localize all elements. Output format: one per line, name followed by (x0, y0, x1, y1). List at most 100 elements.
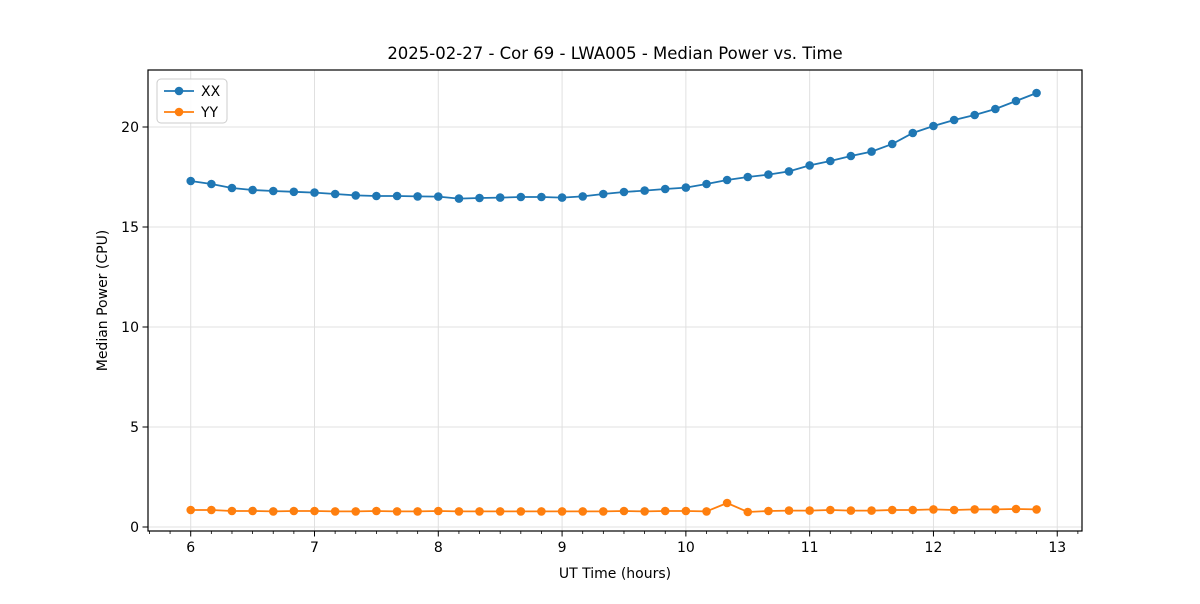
data-point-xx (784, 167, 794, 176)
series-line-xx (190, 92, 1037, 200)
data-point-yy (289, 506, 299, 516)
data-point-xx (248, 185, 257, 195)
data-point-xx (991, 104, 1000, 114)
data-point-yy (268, 507, 278, 516)
x-tick-label: 6 (186, 540, 195, 556)
y-tick-label: 15 (121, 220, 139, 236)
data-point-yy (970, 505, 979, 514)
legend-label: XX (201, 84, 221, 100)
data-point-yy (578, 507, 588, 516)
grid-lines (148, 70, 1082, 531)
data-point-yy (722, 498, 732, 508)
x-tick-label: 11 (801, 540, 819, 556)
data-point-yy (557, 507, 567, 516)
data-point-xx (702, 179, 711, 189)
data-point-yy (702, 507, 711, 516)
data-point-yy (681, 506, 691, 516)
data-point-xx (207, 179, 216, 189)
y-tick-label: 10 (121, 320, 139, 336)
legend-label: YY (200, 105, 219, 121)
plot-area: 6 7 8 9 10 11 12 13 0 5 10 15 20 XX YY (121, 69, 1083, 556)
data-point-yy (784, 506, 794, 515)
data-point-yy (743, 507, 753, 517)
y-tick-label: 0 (130, 520, 139, 536)
data-point-yy (908, 505, 918, 515)
legend-marker (174, 86, 184, 96)
legend: XX YY (156, 78, 228, 124)
data-point-xx (537, 192, 546, 202)
data-point-xx (330, 189, 340, 199)
data-point-xx (660, 184, 670, 194)
data-point-yy (351, 507, 361, 516)
series-xx (186, 88, 1041, 203)
data-point-xx (805, 161, 814, 170)
data-point-yy (619, 506, 629, 516)
axis-ticks: 6 7 8 9 10 11 12 13 0 5 10 15 20 (121, 120, 1079, 556)
data-point-yy (372, 506, 381, 516)
series-yy (186, 498, 1041, 517)
data-point-yy (475, 507, 484, 516)
data-point-yy (248, 506, 257, 516)
data-point-yy (516, 507, 526, 516)
data-point-xx (908, 128, 918, 138)
data-point-yy (186, 505, 196, 515)
y-tick-label: 5 (130, 420, 139, 436)
chart-title: 2025-02-27 - Cor 69 - LWA005 - Median Po… (387, 44, 842, 63)
data-point-xx (949, 115, 959, 125)
data-point-yy (413, 507, 422, 516)
data-point-yy (433, 506, 443, 516)
data-point-yy (392, 507, 402, 516)
data-point-xx (764, 170, 773, 179)
data-point-yy (764, 506, 773, 516)
data-point-xx (619, 187, 629, 197)
data-point-yy (330, 507, 340, 516)
data-point-xx (351, 191, 361, 200)
data-point-xx (516, 192, 526, 202)
data-point-yy (826, 505, 835, 515)
data-point-xx (413, 192, 422, 201)
data-point-yy (495, 507, 505, 516)
data-point-xx (846, 151, 856, 161)
data-point-yy (846, 506, 856, 515)
data-point-xx (475, 193, 484, 203)
legend-marker (174, 107, 184, 117)
y-axis-label: Median Power (CPU) (95, 230, 111, 372)
data-point-xx (970, 110, 979, 120)
data-point-yy (207, 505, 216, 515)
data-point-xx (433, 192, 443, 201)
data-point-xx (578, 192, 588, 201)
data-point-xx (929, 121, 938, 131)
data-point-yy (1032, 505, 1041, 514)
data-point-xx (454, 194, 464, 203)
data-point-yy (454, 507, 464, 516)
y-tick-label: 20 (121, 120, 139, 136)
data-point-xx (268, 186, 278, 196)
data-point-xx (557, 193, 567, 202)
x-tick-label: 7 (310, 540, 319, 556)
data-point-xx (640, 186, 649, 195)
data-point-xx (186, 176, 196, 186)
x-tick-label: 8 (434, 540, 443, 556)
data-point-xx (743, 172, 753, 182)
data-point-xx (887, 139, 897, 149)
data-point-yy (805, 506, 814, 515)
data-point-yy (1011, 504, 1021, 514)
data-point-yy (640, 507, 649, 516)
x-tick-label: 10 (677, 540, 695, 556)
data-point-xx (392, 191, 402, 201)
x-tick-label: 13 (1048, 540, 1066, 556)
data-point-yy (867, 506, 876, 515)
data-point-xx (867, 147, 876, 156)
data-point-xx (495, 193, 505, 202)
data-point-xx (289, 187, 299, 197)
data-point-xx (1011, 96, 1021, 106)
data-point-yy (991, 505, 1000, 514)
data-point-xx (826, 156, 835, 166)
x-axis-label: UT Time (hours) (559, 566, 671, 582)
data-point-yy (599, 507, 608, 516)
data-point-yy (537, 507, 546, 516)
data-point-xx (310, 188, 319, 197)
data-point-xx (1032, 88, 1041, 98)
